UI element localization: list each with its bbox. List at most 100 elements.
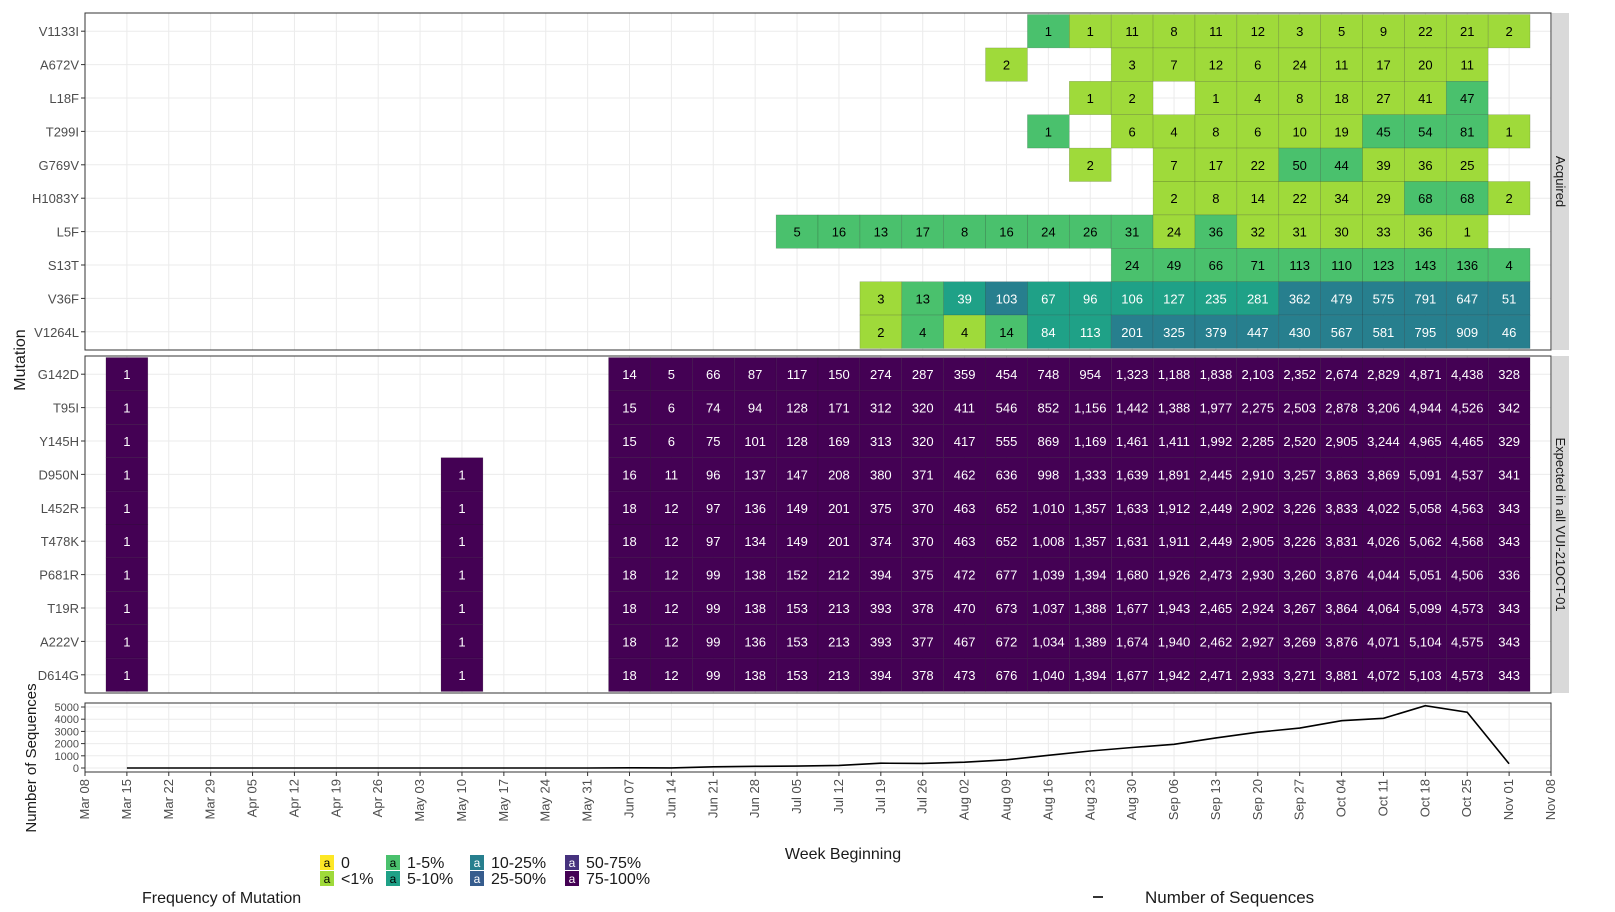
cell-count-label: 11: [1209, 24, 1223, 39]
cell-count-label: 18: [622, 568, 636, 583]
heatmap-cell: [692, 557, 735, 592]
cell-count-label: 51: [1502, 291, 1516, 306]
cell-count-label: 27: [1376, 91, 1390, 106]
heatmap-cell: [1027, 457, 1070, 492]
heatmap-cell: [1362, 114, 1405, 149]
cell-count-label: 1: [123, 568, 130, 583]
heatmap-cell: [817, 590, 861, 625]
cell-count-label: 343: [1498, 534, 1520, 549]
cell-count-label: 149: [786, 501, 808, 516]
cell-count-label: 4,064: [1367, 601, 1400, 616]
heatmap-cell: [1487, 314, 1531, 349]
heatmap-cell: [1152, 357, 1196, 392]
heatmap-cell: [1362, 423, 1405, 458]
cell-count-label: 6: [668, 434, 675, 449]
cell-count-label: 54: [1418, 124, 1432, 139]
cell-count-label: 1,188: [1158, 367, 1191, 382]
cell-count-label: 152: [786, 568, 808, 583]
heatmap-cell: [1110, 423, 1154, 458]
heatmap-cell: [1194, 657, 1238, 692]
heatmap-cell: [440, 457, 484, 492]
cell-count-label: 677: [996, 568, 1018, 583]
cell-count-label: 137: [744, 467, 766, 482]
cell-count-label: 3,206: [1367, 401, 1400, 416]
heatmap-cell: [105, 624, 149, 659]
panel-border: [84, 702, 1552, 773]
cell-count-label: 1: [123, 434, 130, 449]
heatmap-cell: [1404, 357, 1447, 392]
cell-count-label: 147: [786, 467, 808, 482]
mutation-label: T478K: [41, 534, 80, 549]
cell-count-label: 10: [1292, 124, 1306, 139]
heatmap-cell: [943, 214, 986, 249]
cell-count-label: 25: [1460, 158, 1474, 173]
cell-count-label: 1,037: [1032, 601, 1065, 616]
cell-count-label: 8: [1170, 24, 1177, 39]
heatmap-cell: [1320, 181, 1363, 216]
heatmap-cell: [1445, 214, 1489, 249]
heatmap-cell: [1362, 590, 1405, 625]
heatmap-cell: [1194, 314, 1238, 349]
cell-count-label: 411: [954, 401, 975, 416]
cell-count-label: 2,902: [1242, 501, 1275, 516]
heatmap-cell: [1445, 490, 1489, 525]
heatmap-cell: [1445, 314, 1489, 349]
cell-count-label: 12: [664, 501, 678, 516]
cell-count-label: 869: [1038, 434, 1060, 449]
cell-count-label: 1,323: [1116, 367, 1149, 382]
cell-count-label: 1,394: [1074, 668, 1107, 683]
cell-count-label: 44: [1334, 158, 1348, 173]
cell-count-label: 103: [996, 291, 1018, 306]
heatmap-cell: [1152, 423, 1196, 458]
cell-count-label: 22: [1292, 191, 1306, 206]
heatmap-cell: [1194, 490, 1238, 525]
cell-count-label: 636: [996, 467, 1018, 482]
heatmap-cell: [1362, 47, 1405, 82]
heatmap-cell: [1445, 147, 1489, 182]
heatmap-cell: [608, 624, 651, 659]
x-tick-label: Jul 19: [873, 779, 888, 814]
cell-count-label: 68: [1460, 191, 1474, 206]
cell-count-label: 312: [870, 401, 892, 416]
heatmap-cell: [943, 557, 986, 592]
heatmap-cell: [1404, 490, 1447, 525]
heatmap-cell: [1110, 214, 1154, 249]
legend-title: Frequency of Mutation: [142, 890, 301, 907]
heatmap-cell: [692, 390, 735, 425]
cell-count-label: 17: [1209, 158, 1223, 173]
cell-count-label: 18: [622, 668, 636, 683]
cell-count-label: 1,639: [1116, 467, 1149, 482]
heatmap-cell: [1320, 14, 1363, 49]
heatmap-cell: [1194, 590, 1238, 625]
mutation-label: D614G: [38, 668, 79, 683]
heatmap-cell: [440, 557, 484, 592]
cell-count-label: 1: [458, 601, 465, 616]
heatmap-cell: [1278, 390, 1321, 425]
cell-count-label: 567: [1331, 325, 1353, 340]
legend-label: 0: [341, 855, 350, 872]
heatmap-cell: [1404, 524, 1447, 559]
cell-count-label: 1: [123, 668, 130, 683]
cell-count-label: 1: [1505, 124, 1512, 139]
heatmap-cell: [1069, 314, 1112, 349]
heatmap-cell: [1445, 357, 1489, 392]
cell-count-label: 1,943: [1158, 601, 1191, 616]
cell-count-label: 1,010: [1032, 501, 1065, 516]
cell-count-label: 676: [996, 668, 1018, 683]
heatmap-cell: [985, 47, 1028, 82]
mutation-label: T95I: [53, 401, 79, 416]
y-tick-label: 1000: [55, 751, 79, 763]
heatmap-cell: [1320, 624, 1363, 659]
cell-count-label: 3,226: [1283, 534, 1316, 549]
cell-count-label: 14: [622, 367, 636, 382]
heatmap-cell: [692, 657, 735, 692]
cell-count-label: 21: [1460, 24, 1474, 39]
cell-count-label: 3,260: [1283, 568, 1316, 583]
y-tick-label: 5000: [55, 702, 79, 714]
cell-count-label: 171: [828, 401, 850, 416]
heatmap-cell: [440, 490, 484, 525]
cell-count-label: 374: [870, 534, 892, 549]
cell-count-label: 454: [996, 367, 1018, 382]
cell-count-label: 4: [1254, 91, 1261, 106]
heatmap-cell: [1194, 214, 1238, 249]
